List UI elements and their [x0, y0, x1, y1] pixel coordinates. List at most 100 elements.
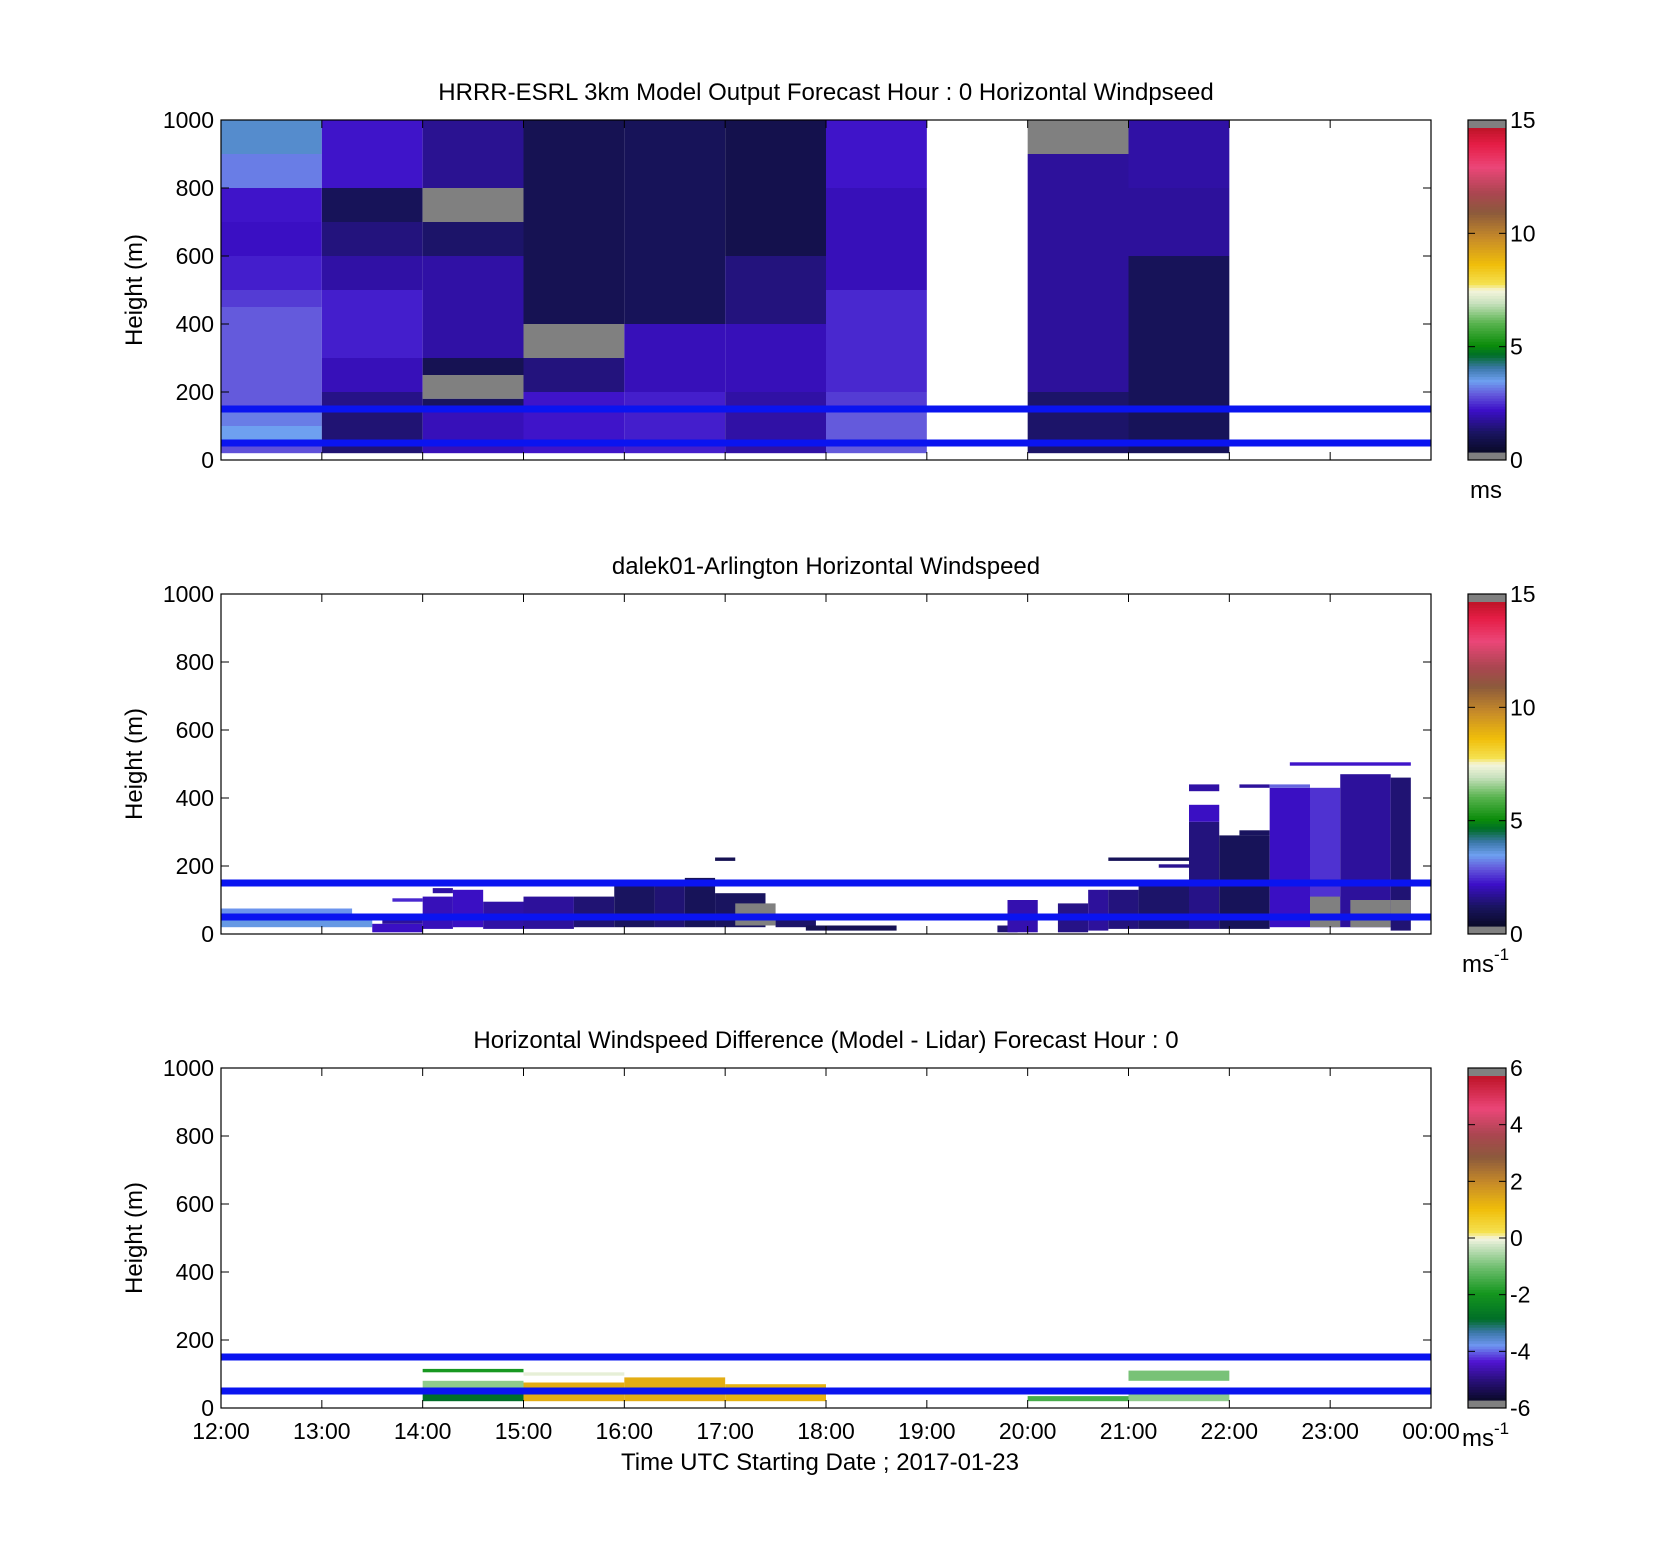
colorbar-swatch [1468, 764, 1506, 768]
colorbar-swatch [1468, 691, 1506, 695]
colorbar-swatch [1468, 1373, 1506, 1377]
colorbar-swatch [1468, 449, 1506, 453]
data-cell [221, 154, 322, 188]
colorbar-swatch [1468, 1116, 1506, 1120]
colorbar-swatch [1468, 872, 1506, 876]
colorbar-swatch [1468, 1286, 1506, 1290]
data-cell [523, 1372, 625, 1376]
colorbar-swatch [1468, 246, 1506, 251]
colorbar-swatch [1468, 1205, 1506, 1209]
colorbar-swatch [1468, 279, 1506, 283]
colorbar-swatch [1468, 777, 1506, 781]
colorbar-swatch [1468, 850, 1506, 854]
data-cell [1390, 777, 1411, 931]
colorbar-swatch [1468, 273, 1506, 278]
colorbar-swatch [1468, 1354, 1506, 1358]
data-cell [775, 920, 816, 928]
x-tick-label: 21:00 [1100, 1418, 1158, 1444]
colorbar-swatch [1468, 1097, 1506, 1101]
colorbar-swatch [1468, 249, 1506, 253]
colorbar-swatch [1468, 1310, 1506, 1315]
colorbar-swatch [1468, 446, 1506, 450]
colorbar-swatch [1468, 1165, 1506, 1169]
colorbar-swatch [1468, 1221, 1506, 1226]
colorbar-swatch [1468, 241, 1506, 245]
colorbar-swatch [1468, 260, 1506, 264]
y-tick-label: 200 [176, 379, 214, 405]
data-cell [221, 409, 322, 426]
colorbar-swatch [1468, 233, 1506, 237]
colorbar-swatch [1468, 1159, 1506, 1163]
colorbar-swatch [1468, 1219, 1506, 1223]
colorbar-swatch [1468, 203, 1506, 207]
colorbar-swatch [1468, 160, 1506, 164]
colorbar-swatch [1468, 656, 1506, 660]
colorbar-swatch [1468, 831, 1506, 835]
colorbar-swatch [1468, 365, 1506, 369]
data-cell [1189, 821, 1220, 883]
colorbar-swatch [1468, 742, 1506, 746]
colorbar-swatch [1468, 896, 1506, 900]
colorbar-swatch [1468, 701, 1506, 706]
colorbar-swatch [1468, 602, 1506, 606]
colorbar-swatch [1468, 647, 1506, 652]
colorbar-swatch [1468, 1316, 1506, 1320]
colorbar-swatch [1468, 152, 1506, 156]
colorbar-swatch [1468, 163, 1506, 167]
colorbar-swatch [1468, 1092, 1506, 1096]
data-cell [826, 392, 927, 409]
colorbar-swatch [1468, 368, 1506, 372]
y-axis-label: Height (m) [121, 234, 148, 346]
colorbar-swatch [1468, 1283, 1506, 1288]
colorbar-swatch [1468, 615, 1506, 619]
y-tick-label: 400 [176, 311, 214, 337]
colorbar-swatch [1468, 144, 1506, 148]
colorbar-swatch [1468, 718, 1506, 722]
colorbar-swatch [1468, 1197, 1506, 1201]
colorbar-swatch [1468, 1157, 1506, 1161]
colorbar-swatch [1468, 338, 1506, 342]
colorbar-tick-label: -6 [1510, 1395, 1530, 1421]
colorbar-swatch [1468, 1140, 1506, 1145]
colorbar-swatch [1468, 1251, 1506, 1255]
colorbar-swatch [1468, 381, 1506, 386]
colorbar-swatch [1468, 688, 1506, 692]
colorbar-swatch [1468, 1086, 1506, 1091]
colorbar-swatch [1468, 1240, 1506, 1244]
colorbar-swatch [1468, 1319, 1506, 1323]
colorbar-swatch [1468, 650, 1506, 654]
colorbar-swatch [1468, 387, 1506, 391]
colorbar-swatch [1468, 1259, 1506, 1263]
data-cell [221, 307, 322, 409]
colorbar-swatch [1468, 182, 1506, 186]
colorbar-swatch [1468, 1078, 1506, 1082]
colorbar-swatch [1468, 620, 1506, 625]
colorbar-swatch [1468, 772, 1506, 776]
colorbar-swatch [1468, 1175, 1506, 1180]
colorbar-swatch [1468, 1148, 1506, 1153]
colorbar-swatch [1468, 408, 1506, 413]
colorbar-swatch [1468, 1238, 1506, 1242]
colorbar-swatch [1468, 728, 1506, 733]
colorbar-swatch [1468, 639, 1506, 644]
colorbar-over [1468, 120, 1506, 128]
data-cell [725, 324, 826, 392]
x-tick-label: 00:00 [1402, 1418, 1460, 1444]
data-cell [1158, 864, 1210, 868]
colorbar-swatch [1468, 1270, 1506, 1274]
colorbar-unit: ms [1470, 477, 1502, 504]
colorbar-swatch [1468, 1235, 1506, 1239]
colorbar-swatch [1468, 195, 1506, 199]
colorbar-swatch [1468, 222, 1506, 226]
colorbar-swatch [1468, 1327, 1506, 1331]
colorbar-swatch [1468, 268, 1506, 272]
colorbar-swatch [1468, 893, 1506, 897]
data-cell [1269, 787, 1310, 928]
colorbar-swatch [1468, 707, 1506, 711]
colorbar-swatch [1468, 1383, 1506, 1388]
colorbar-under [1468, 452, 1506, 460]
colorbar-swatch [1468, 311, 1506, 315]
colorbar-swatch [1468, 225, 1506, 229]
data-cell [452, 889, 484, 928]
data-cell [422, 375, 524, 399]
